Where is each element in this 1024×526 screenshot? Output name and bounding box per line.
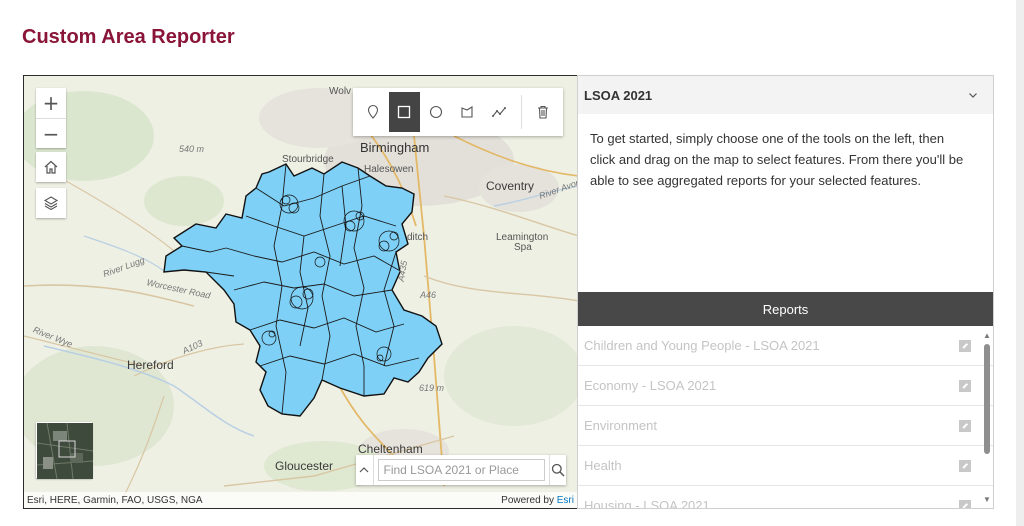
reports-scrollbar[interactable]: ▲ ▼ [983, 332, 991, 504]
basemap [24, 76, 577, 508]
rectangle-icon [398, 105, 411, 119]
map-search [356, 455, 566, 485]
map-label-coventry: Coventry [486, 179, 535, 193]
map-label-a46: A46 [420, 290, 437, 300]
report-label: Environment [584, 418, 657, 433]
map-label-stourbridge: Stourbridge [282, 154, 334, 165]
map-label-redditch: ditch [407, 232, 429, 243]
map-label-cheltenham: Cheltenham [358, 442, 423, 456]
sketch-toolbar [353, 88, 563, 136]
map-label-spa: Spa [514, 242, 532, 253]
overview-map-image [36, 422, 94, 480]
layers-icon [43, 196, 59, 211]
layer-select-value: LSOA 2021 [584, 87, 653, 103]
report-item-economy[interactable]: Economy - LSOA 2021 [578, 366, 993, 406]
polyline-icon [491, 107, 506, 117]
reports-list: Children and Young People - LSOA 2021 Ec… [578, 326, 993, 509]
open-report-icon [959, 419, 971, 432]
page-title: Custom Area Reporter [22, 26, 235, 48]
zoom-in-button[interactable]: + [42, 91, 60, 115]
open-report-icon [959, 459, 971, 472]
report-label: Economy - LSOA 2021 [584, 378, 717, 393]
report-label: Children and Young People - LSOA 2021 [584, 338, 820, 353]
reports-header: Reports [578, 292, 993, 326]
pin-icon [367, 104, 378, 119]
attribution-powered-label: Powered by [501, 494, 554, 506]
zoom-out-button[interactable]: − [36, 118, 66, 148]
page-scrollbar[interactable] [1016, 0, 1024, 526]
map-label-birmingham: Birmingham [360, 140, 430, 155]
basemap-gallery-button[interactable] [36, 188, 66, 218]
point-tool-button[interactable] [357, 92, 389, 132]
map-label-elevation-540: 540 m [179, 144, 205, 154]
toolbar-divider [520, 95, 522, 129]
map-label-gloucester: Gloucester [275, 459, 334, 473]
scroll-thumb[interactable] [984, 344, 990, 454]
report-item-health[interactable]: Health [578, 446, 993, 486]
report-label: Housing - LSOA 2021 [584, 498, 710, 509]
map-label-wolverhampton: Wolv [329, 86, 352, 97]
report-label: Health [584, 458, 622, 473]
attribution-powered: Powered by Esri [501, 495, 574, 506]
delete-tool-button[interactable] [527, 92, 559, 132]
home-button[interactable] [36, 152, 66, 182]
polygon-tool-button[interactable] [452, 92, 484, 132]
home-icon [44, 160, 58, 174]
circle-tool-button[interactable] [420, 92, 452, 132]
layer-select-dropdown[interactable]: LSOA 2021 [578, 76, 993, 114]
report-item-environment[interactable]: Environment [578, 406, 993, 446]
report-panel: LSOA 2021 To get started, simply choose … [577, 75, 994, 509]
rectangle-tool-button[interactable] [388, 92, 420, 132]
chevron-up-icon [359, 467, 369, 473]
open-report-icon [959, 499, 971, 508]
report-item-children[interactable]: Children and Young People - LSOA 2021 [578, 326, 993, 366]
trash-icon [538, 105, 549, 119]
search-input[interactable] [377, 459, 545, 481]
open-report-icon [959, 339, 971, 352]
map-label-leamington: Leamington [496, 232, 549, 243]
search-sources-button[interactable] [356, 455, 374, 485]
map-attribution: Esri, HERE, Garmin, FAO, USGS, NGA Power… [24, 492, 577, 508]
zoom-controls: + − [36, 88, 66, 148]
map-label-halesowen: Halesowen [364, 164, 414, 175]
map-label-hereford: Hereford [127, 358, 174, 372]
search-button[interactable] [548, 455, 567, 485]
polygon-icon [461, 106, 473, 118]
map-view[interactable]: Wolv Birmingham Stourbridge Halesowen Co… [23, 75, 578, 509]
attribution-text: Esri, HERE, Garmin, FAO, USGS, NGA [27, 494, 203, 506]
esri-link[interactable]: Esri [556, 494, 574, 506]
report-item-housing[interactable]: Housing - LSOA 2021 [578, 486, 993, 509]
scroll-down-arrow[interactable]: ▼ [983, 495, 991, 504]
open-report-icon [959, 379, 971, 392]
scroll-up-arrow[interactable]: ▲ [983, 331, 991, 340]
search-icon [551, 463, 565, 477]
circle-icon [429, 105, 442, 119]
chevron-down-icon [969, 93, 977, 98]
polyline-tool-button[interactable] [483, 92, 515, 132]
intro-text: To get started, simply choose one of the… [590, 131, 964, 188]
map-label-elevation-619: 619 m [419, 383, 445, 393]
overview-map[interactable] [36, 422, 94, 480]
